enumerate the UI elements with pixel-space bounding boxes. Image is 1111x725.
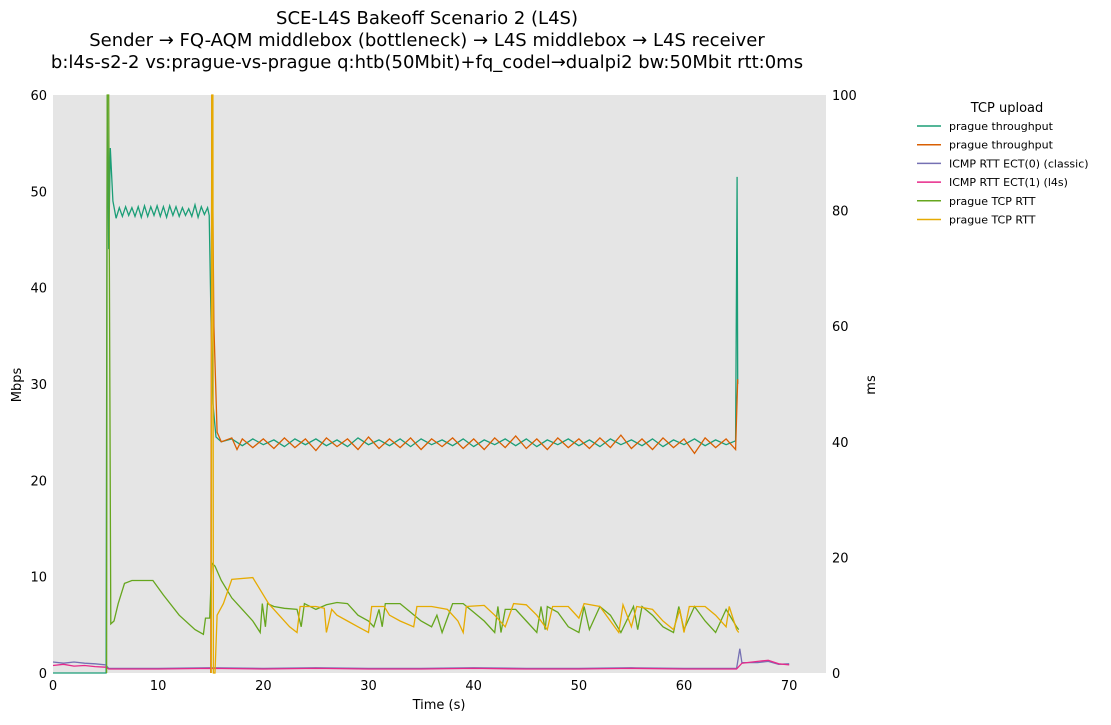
y2-tick-label: 0 <box>832 667 840 682</box>
x-tick-label: 0 <box>49 679 57 694</box>
y-tick-label: 20 <box>30 474 47 489</box>
series-line-3 <box>52 659 790 670</box>
y2-tick-label: 40 <box>832 436 849 451</box>
legend-entry-label: prague TCP RTT <box>949 195 1036 208</box>
y2-tick-label: 20 <box>832 551 849 566</box>
y-tick-label: 10 <box>30 571 47 586</box>
y2-tick-label: 60 <box>832 320 849 335</box>
y2-tick-label: 80 <box>832 205 849 220</box>
legend: prague throughput prague throughput ICMP R… <box>917 120 1089 227</box>
y-tick-label: 40 <box>30 282 47 297</box>
series-line-1 <box>210 94 739 674</box>
x-tick-label: 50 <box>571 679 588 694</box>
y-tick-label: 30 <box>30 378 47 393</box>
legend-entry-label: ICMP RTT ECT(1) (l4s) <box>949 176 1068 189</box>
legend-entry-label: prague throughput <box>949 120 1054 133</box>
series-line-4 <box>105 94 740 674</box>
x-tick-label: 40 <box>465 679 482 694</box>
y2-axis-label: ms <box>864 375 879 395</box>
x-axis-label: Time (s) <box>412 698 466 713</box>
legend-title: TCP upload <box>970 101 1044 116</box>
chart-title-line-1: SCE-L4S Bakeoff Scenario 2 (L4S) <box>276 8 578 29</box>
y-tick-label: 0 <box>39 667 47 682</box>
y-axis-label: Mbps <box>10 368 25 403</box>
x-tick-label: 20 <box>255 679 272 694</box>
x-tick-label: 70 <box>781 679 798 694</box>
series-layer <box>52 94 790 674</box>
x-tick-label: 60 <box>676 679 693 694</box>
x-tick-label: 10 <box>150 679 167 694</box>
series-line-5 <box>210 94 740 674</box>
legend-entry-label: prague throughput <box>949 139 1054 152</box>
chart-title-line-2: Sender → FQ-AQM middlebox (bottleneck) →… <box>89 30 765 51</box>
ticks-layer: 0 10 20 30 40 50 60 70 0 10 20 30 40 50 60 0 20 40 60 80 100 <box>30 89 856 694</box>
y2-tick-label: 100 <box>832 89 857 104</box>
legend-entry-label: prague TCP RTT <box>949 214 1036 227</box>
plot-area <box>53 95 826 673</box>
x-tick-label: 30 <box>360 679 377 694</box>
legend-entry-label: ICMP RTT ECT(0) (classic) <box>949 157 1089 170</box>
y-tick-label: 50 <box>30 185 47 200</box>
y-tick-label: 60 <box>30 89 47 104</box>
chart-title-line-3: b:l4s-s2-2 vs:prague-vs-prague q:htb(50M… <box>51 52 803 73</box>
